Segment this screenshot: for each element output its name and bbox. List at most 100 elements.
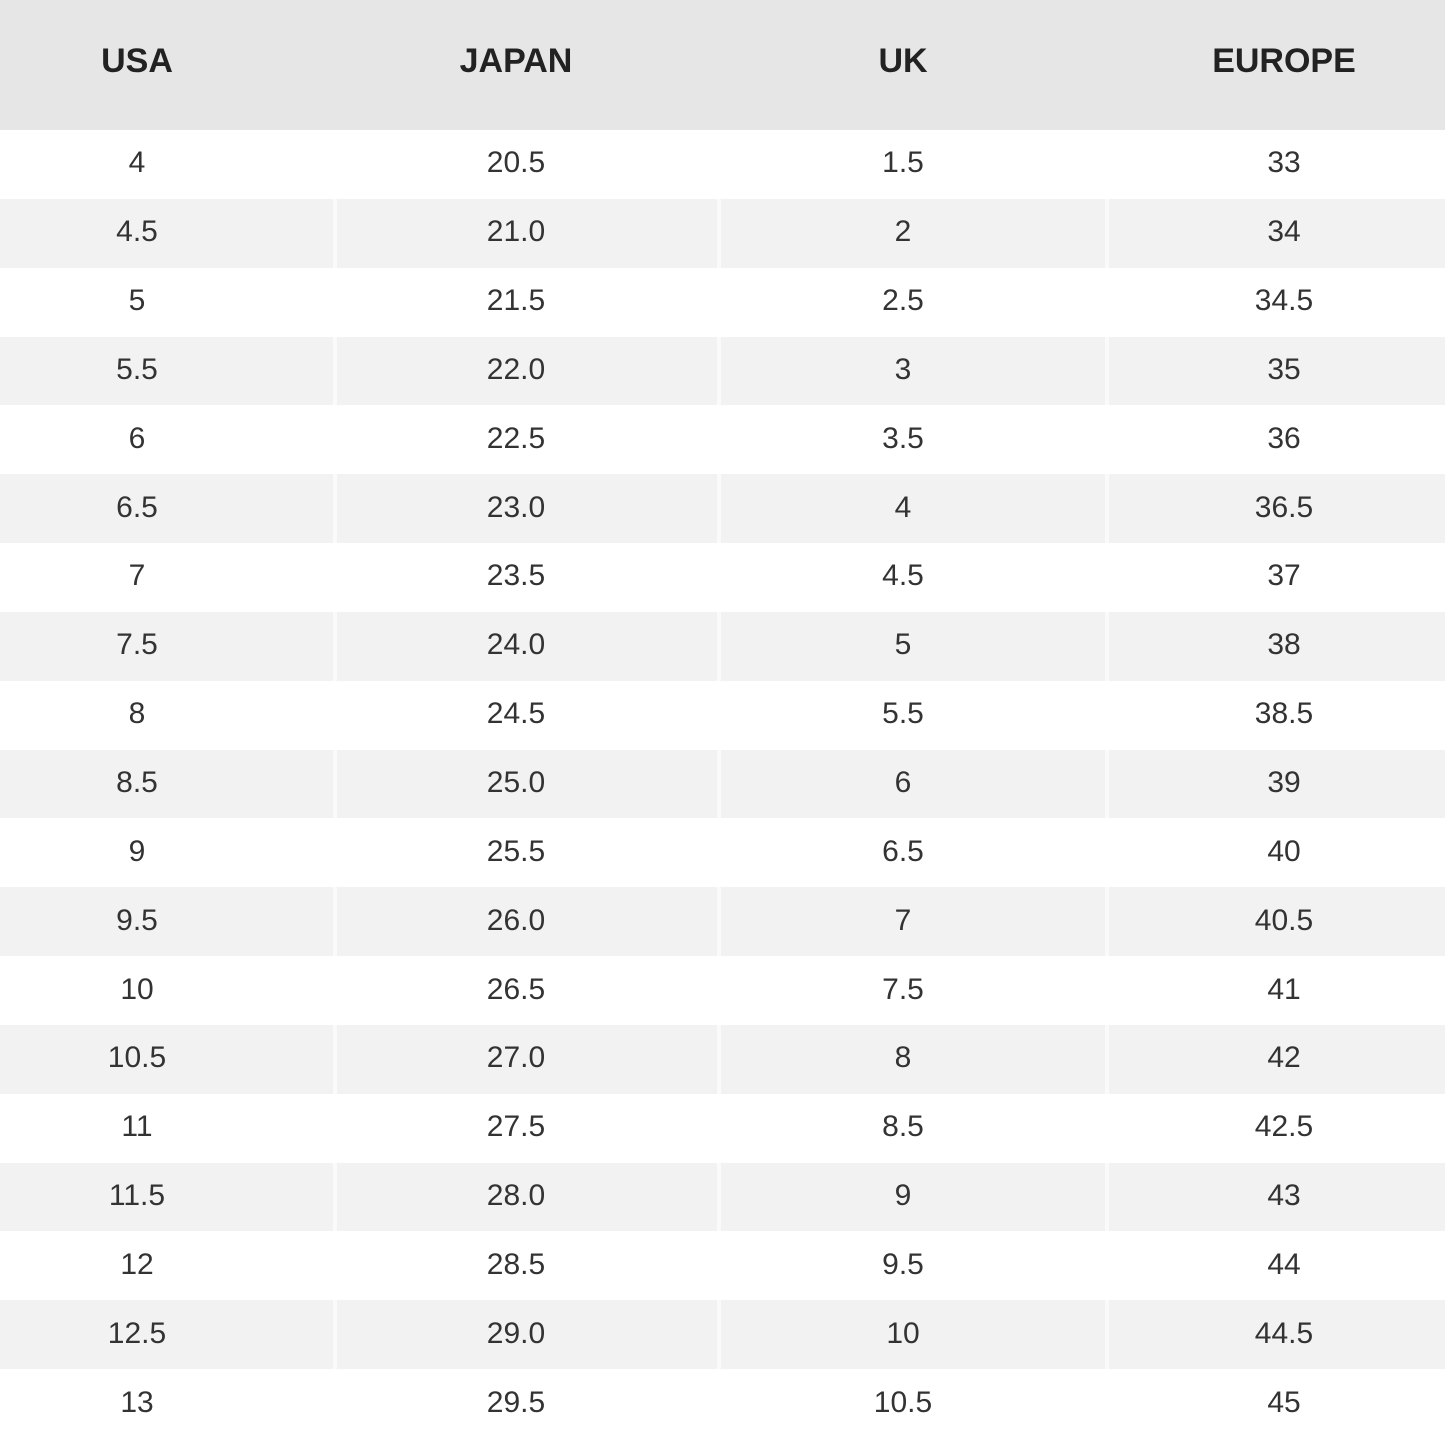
table-row: 12 28.5 9.5 44 xyxy=(0,1231,1445,1300)
table-row: 6.5 23.0 4 36.5 xyxy=(0,474,1445,544)
table-header: USA JAPAN UK EUROPE xyxy=(0,0,1445,130)
column-divider xyxy=(1105,198,1109,268)
table-row: 8 24.5 5.5 38.5 xyxy=(0,681,1445,750)
table-cell: 13 xyxy=(120,1385,154,1419)
table-cell: 7 xyxy=(128,559,146,593)
table-cell: 34 xyxy=(1267,215,1301,249)
table-cell: 21.0 xyxy=(486,215,546,249)
table-row: 13 29.5 10.5 45 xyxy=(0,1369,1445,1438)
table-cell: 10 xyxy=(120,972,154,1006)
table-cell: 12 xyxy=(120,1247,154,1281)
table-cell: 27.5 xyxy=(486,1110,546,1144)
table-cell: 41 xyxy=(1267,972,1301,1006)
table-cell: 38 xyxy=(1267,628,1301,662)
table-cell: 44 xyxy=(1267,1247,1301,1281)
table-cell: 1.5 xyxy=(882,146,924,180)
header-cell: USA xyxy=(101,42,173,80)
table-cell: 38.5 xyxy=(1254,697,1314,731)
table-row: 8.5 25.0 6 39 xyxy=(0,749,1445,819)
table-row: 11.5 28.0 9 43 xyxy=(0,1162,1445,1232)
table-cell: 23.0 xyxy=(486,490,546,524)
table-cell: 24.0 xyxy=(486,628,546,662)
table-cell: 10.5 xyxy=(873,1385,933,1419)
table-cell: 8 xyxy=(894,1041,912,1075)
table-cell: 26.0 xyxy=(486,903,546,937)
table-cell: 8 xyxy=(128,697,146,731)
column-divider xyxy=(333,198,337,268)
column-divider xyxy=(1105,887,1109,957)
table-row: 7.5 24.0 5 38 xyxy=(0,611,1445,681)
table-cell: 2 xyxy=(894,215,912,249)
column-divider xyxy=(717,887,721,957)
table-row: 4 20.5 1.5 33 xyxy=(0,130,1445,199)
table-cell: 36.5 xyxy=(1254,490,1314,524)
table-cell: 23.5 xyxy=(486,559,546,593)
table-cell: 5.5 xyxy=(116,352,158,386)
table-cell: 45 xyxy=(1267,1385,1301,1419)
table-cell: 7 xyxy=(894,903,912,937)
table-cell: 9.5 xyxy=(882,1247,924,1281)
table-cell: 4.5 xyxy=(116,215,158,249)
table-row: 9.5 26.0 7 40.5 xyxy=(0,887,1445,957)
table-cell: 33 xyxy=(1267,146,1301,180)
table-cell: 6.5 xyxy=(116,490,158,524)
table-cell: 25.5 xyxy=(486,834,546,868)
column-divider xyxy=(717,198,721,268)
table-cell: 4.5 xyxy=(882,559,924,593)
table-cell: 5.5 xyxy=(882,697,924,731)
column-divider xyxy=(333,611,337,681)
table-row: 4.5 21.0 2 34 xyxy=(0,198,1445,268)
table-cell: 11.5 xyxy=(108,1179,166,1213)
header-cell: EUROPE xyxy=(1212,42,1356,80)
header-cell: JAPAN xyxy=(459,42,573,80)
column-divider xyxy=(333,1300,337,1370)
table-cell: 9 xyxy=(128,834,146,868)
table-cell: 6 xyxy=(128,421,146,455)
header-cell: UK xyxy=(878,42,928,80)
table-cell: 40 xyxy=(1267,834,1301,868)
table-row: 5 21.5 2.5 34.5 xyxy=(0,268,1445,337)
table-cell: 4 xyxy=(128,146,146,180)
table-cell: 10.5 xyxy=(107,1041,167,1075)
table-cell: 10 xyxy=(886,1316,920,1350)
table-cell: 9.5 xyxy=(116,903,158,937)
table-cell: 7.5 xyxy=(116,628,158,662)
table-cell: 8.5 xyxy=(882,1110,924,1144)
column-divider xyxy=(1105,749,1109,819)
table-cell: 25.0 xyxy=(486,765,546,799)
column-divider xyxy=(717,336,721,406)
table-cell: 6 xyxy=(894,765,912,799)
table-cell: 9 xyxy=(894,1179,912,1213)
column-divider xyxy=(1105,336,1109,406)
column-divider xyxy=(717,749,721,819)
table-row: 9 25.5 6.5 40 xyxy=(0,818,1445,887)
table-cell: 3 xyxy=(894,352,912,386)
column-divider xyxy=(1105,611,1109,681)
table-cell: 37 xyxy=(1267,559,1301,593)
table-cell: 8.5 xyxy=(116,765,158,799)
table-cell: 43 xyxy=(1267,1179,1301,1213)
column-divider xyxy=(333,474,337,544)
table-cell: 29.0 xyxy=(486,1316,546,1350)
column-divider xyxy=(717,1162,721,1232)
table-row: 11 27.5 8.5 42.5 xyxy=(0,1094,1445,1163)
column-divider xyxy=(717,611,721,681)
table-cell: 26.5 xyxy=(486,972,546,1006)
table-cell: 44.5 xyxy=(1254,1316,1314,1350)
column-divider xyxy=(717,1024,721,1094)
column-divider xyxy=(333,1024,337,1094)
table-cell: 6.5 xyxy=(882,834,924,868)
column-divider xyxy=(333,749,337,819)
table-cell: 4 xyxy=(894,490,912,524)
table-cell: 42 xyxy=(1267,1041,1301,1075)
table-cell: 24.5 xyxy=(486,697,546,731)
table-cell: 36 xyxy=(1267,421,1301,455)
table-cell: 5 xyxy=(128,284,146,318)
table-cell: 7.5 xyxy=(882,972,924,1006)
table-cell: 28.5 xyxy=(486,1247,546,1281)
table-cell: 11 xyxy=(121,1110,153,1144)
table-row: 10.5 27.0 8 42 xyxy=(0,1024,1445,1094)
table-cell: 27.0 xyxy=(486,1041,546,1075)
column-divider xyxy=(333,336,337,406)
